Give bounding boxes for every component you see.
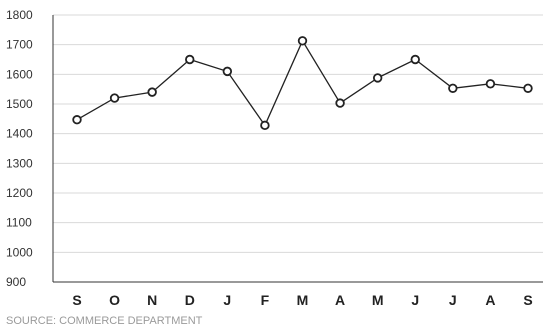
data-point <box>72 115 82 125</box>
x-tick-label: A <box>485 292 495 308</box>
data-point <box>372 73 383 83</box>
data-point <box>109 93 120 103</box>
x-tick-label: J <box>223 292 231 308</box>
x-tick-label: J <box>411 292 419 308</box>
x-tick-label: D <box>185 292 195 308</box>
y-tick-label: 1400 <box>6 127 33 141</box>
data-point <box>185 54 195 65</box>
y-tick-label: 1500 <box>6 97 33 111</box>
series <box>76 39 529 127</box>
x-tick-label: M <box>297 292 309 308</box>
x-tick-label: J <box>449 292 457 308</box>
x-tick-label: S <box>72 292 81 308</box>
data-point <box>410 54 420 65</box>
data-points <box>72 36 533 131</box>
y-tick-label: 1800 <box>6 8 33 22</box>
data-point <box>448 83 458 93</box>
data-point <box>147 87 157 97</box>
series-line <box>76 39 529 127</box>
data-point <box>260 120 270 131</box>
x-tick-label: A <box>335 292 345 308</box>
data-point <box>523 83 533 93</box>
x-tick-label: N <box>147 292 157 308</box>
axes <box>52 15 543 283</box>
data-point <box>335 98 345 108</box>
x-tick-label: F <box>261 292 270 308</box>
y-tick-label: 1300 <box>6 156 33 170</box>
y-tick-label: 1000 <box>6 245 33 259</box>
data-point <box>297 36 308 46</box>
gridlines <box>53 14 543 253</box>
data-point <box>485 79 496 89</box>
x-tick-label: O <box>109 292 120 308</box>
x-tick-label: S <box>523 292 532 308</box>
data-point <box>222 66 233 77</box>
y-tick-label: 1700 <box>6 38 33 52</box>
y-tick-label: 1200 <box>6 186 33 200</box>
source-note: SOURCE: COMMERCE DEPARTMENT <box>6 315 203 327</box>
y-axis-tick-labels: 900 1000 1100 1200 1300 1400 1500 1600 1700 1800 <box>6 8 33 289</box>
y-tick-label: 1100 <box>6 216 32 230</box>
y-tick-label: 1600 <box>6 67 33 81</box>
x-tick-label: M <box>372 292 384 308</box>
y-tick-label: 900 <box>6 275 26 289</box>
